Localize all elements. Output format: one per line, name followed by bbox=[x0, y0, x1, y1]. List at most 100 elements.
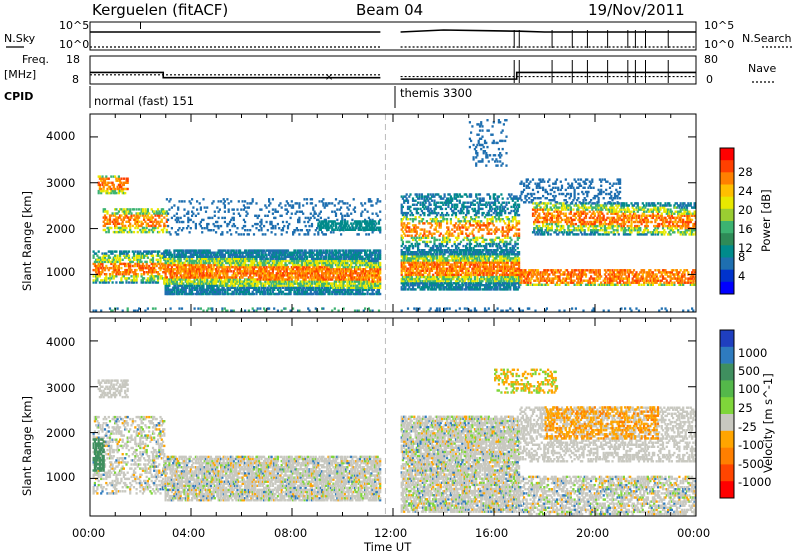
power-pixel bbox=[206, 280, 209, 283]
power-pixel bbox=[213, 282, 216, 285]
power-pixel bbox=[343, 292, 346, 296]
power-pixel bbox=[212, 200, 215, 203]
power-pixel bbox=[140, 252, 143, 255]
power-pixel bbox=[202, 255, 205, 258]
power-pixel bbox=[285, 231, 288, 234]
power-pixel bbox=[156, 281, 160, 284]
power-pixel bbox=[316, 249, 319, 252]
freq-unit: [MHz] bbox=[4, 68, 36, 81]
power-pixel bbox=[310, 274, 314, 277]
power-pixel bbox=[173, 278, 176, 281]
power-pixel bbox=[111, 250, 114, 253]
power-pixel bbox=[322, 198, 325, 201]
power-pixel bbox=[314, 307, 317, 310]
power-pixel bbox=[379, 249, 382, 252]
power-pixel bbox=[218, 278, 221, 281]
power-pixel bbox=[188, 261, 191, 265]
power-pixel bbox=[213, 261, 216, 265]
power-pixel bbox=[193, 280, 196, 283]
power-pixel bbox=[154, 281, 157, 284]
power-pixel bbox=[168, 257, 171, 261]
power-pixel bbox=[140, 273, 143, 276]
power-pixel bbox=[188, 257, 191, 261]
power-pixel bbox=[203, 255, 206, 258]
power-pixel bbox=[206, 292, 209, 296]
power-pixel bbox=[189, 227, 192, 230]
power-pixel bbox=[266, 214, 269, 217]
power-pixel bbox=[203, 268, 206, 271]
power-pixel bbox=[115, 260, 118, 264]
power-pixel bbox=[208, 255, 211, 258]
power-pixel bbox=[361, 255, 364, 258]
power-pixel bbox=[101, 279, 104, 282]
power-pixel bbox=[164, 255, 167, 258]
power-pixel bbox=[135, 273, 138, 276]
power-pixel bbox=[177, 253, 180, 256]
power-pixel bbox=[231, 290, 234, 294]
power-pixel bbox=[361, 263, 364, 267]
power-pixel bbox=[184, 249, 187, 252]
power-pixel bbox=[379, 251, 382, 254]
power-pixel bbox=[110, 214, 113, 217]
power-pixel bbox=[249, 257, 252, 261]
power-pixel bbox=[221, 263, 224, 267]
power-pixel bbox=[103, 266, 107, 270]
power-pixel bbox=[231, 286, 234, 289]
power-pixel bbox=[105, 252, 108, 255]
power-pixel bbox=[199, 276, 202, 279]
power-pixel bbox=[365, 233, 368, 236]
power-pixel bbox=[116, 266, 119, 270]
power-pixel bbox=[304, 284, 307, 287]
power-pixel bbox=[196, 272, 199, 275]
power-pixel bbox=[207, 249, 210, 252]
power-pixel bbox=[439, 286, 442, 289]
power-pixel bbox=[98, 273, 101, 276]
power-pixel bbox=[245, 214, 248, 217]
power-pixel bbox=[103, 256, 107, 259]
power-pixel bbox=[93, 268, 96, 272]
power-pixel bbox=[251, 200, 254, 203]
power-pixel bbox=[180, 284, 184, 287]
power-pixel bbox=[217, 257, 220, 261]
power-pixel bbox=[173, 284, 176, 287]
power-pixel bbox=[180, 268, 184, 271]
power-pixel bbox=[326, 204, 329, 207]
power-pixel bbox=[180, 265, 184, 269]
power-pixel bbox=[199, 282, 202, 285]
power-pixel bbox=[286, 210, 290, 213]
power-pixel bbox=[105, 230, 108, 234]
power-pixel bbox=[163, 278, 166, 281]
power-pixel bbox=[203, 290, 206, 294]
power-pixel bbox=[156, 260, 160, 264]
power-pixel bbox=[189, 292, 192, 296]
power-pixel bbox=[204, 249, 208, 252]
power-heatmap bbox=[92, 114, 696, 312]
power-pixel bbox=[222, 265, 225, 269]
power-pixel bbox=[332, 276, 335, 279]
power-pixel bbox=[309, 212, 312, 215]
power-pixel bbox=[93, 264, 96, 268]
power-pixel bbox=[212, 286, 215, 289]
power-pixel bbox=[343, 288, 346, 291]
power-pixel bbox=[226, 292, 229, 296]
power-pixel bbox=[183, 214, 186, 217]
power-pixel bbox=[228, 259, 232, 263]
power-pixel bbox=[228, 229, 232, 232]
power-pixel bbox=[319, 257, 322, 261]
power-pixel bbox=[201, 288, 204, 291]
power-pixel bbox=[146, 208, 149, 211]
power-pixel bbox=[185, 257, 189, 261]
power-pixel bbox=[122, 254, 125, 257]
power-pixel bbox=[217, 292, 220, 296]
power-pixel bbox=[212, 251, 215, 254]
power-pixel bbox=[173, 274, 176, 277]
power-pixel bbox=[102, 254, 105, 257]
power-pixel bbox=[177, 249, 180, 252]
power-pixel bbox=[95, 252, 98, 255]
power-pixel bbox=[164, 259, 167, 263]
power-pixel bbox=[198, 257, 201, 261]
power-pixel bbox=[204, 257, 208, 261]
power-pixel bbox=[183, 270, 186, 273]
power-pixel bbox=[174, 255, 177, 258]
power-pixel bbox=[120, 181, 123, 184]
